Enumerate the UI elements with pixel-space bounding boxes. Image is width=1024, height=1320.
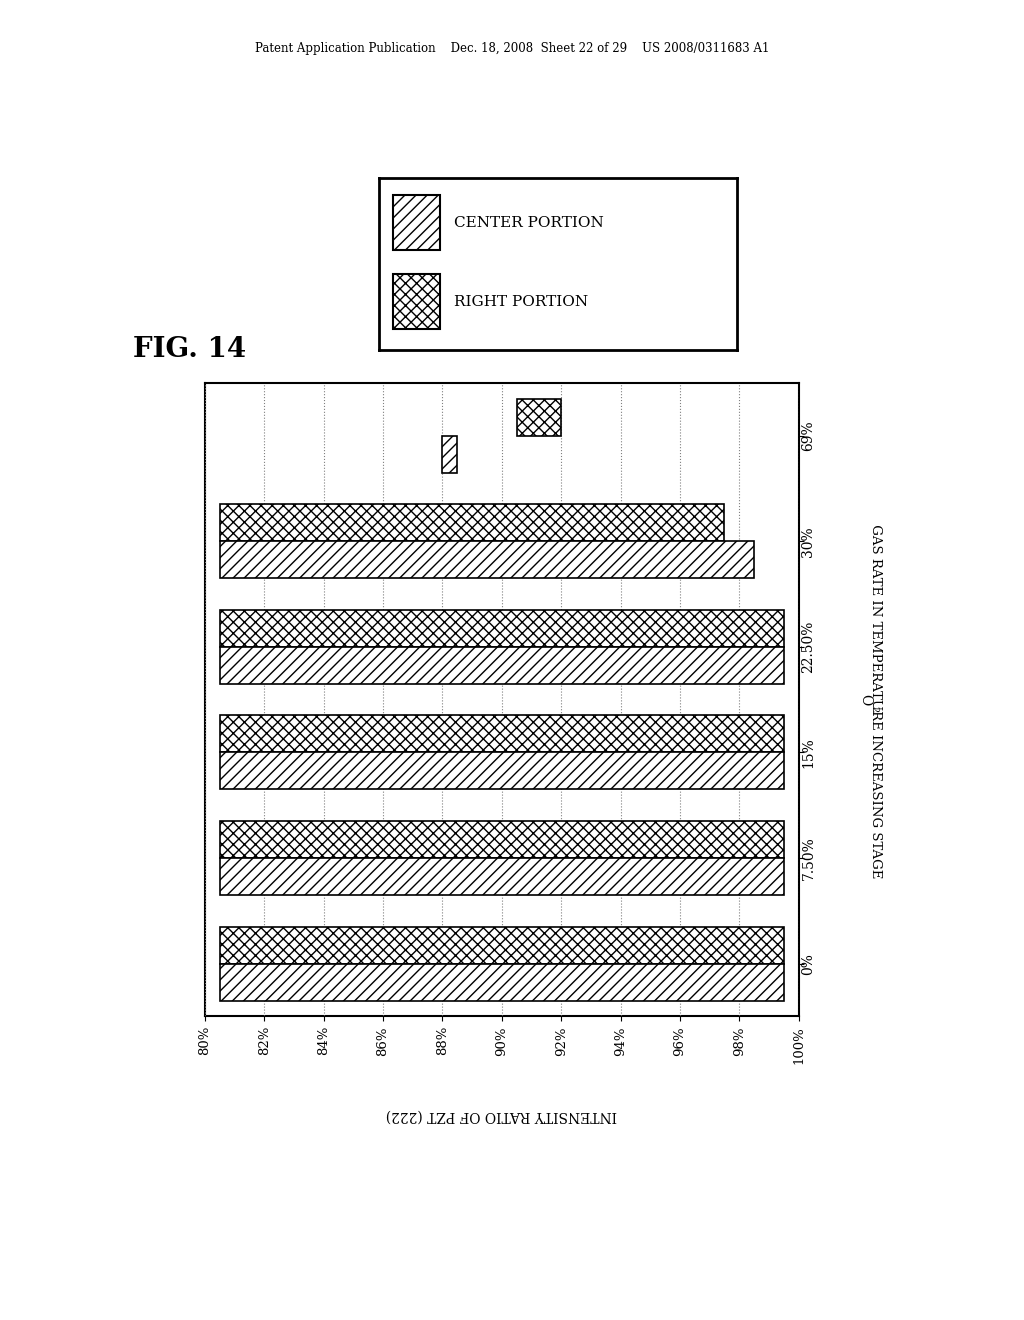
Bar <box>220 964 784 1001</box>
Text: INTENSITY RATIO OF PZT (222): INTENSITY RATIO OF PZT (222) <box>386 1109 617 1122</box>
Bar <box>517 399 561 436</box>
Bar <box>220 821 784 858</box>
Text: Patent Application Publication    Dec. 18, 2008  Sheet 22 of 29    US 2008/03116: Patent Application Publication Dec. 18, … <box>255 42 769 55</box>
Bar <box>220 927 784 964</box>
Bar <box>393 275 440 329</box>
Bar <box>220 715 784 752</box>
Bar <box>220 752 784 789</box>
Bar <box>220 647 784 684</box>
Text: RIGHT PORTION: RIGHT PORTION <box>455 294 588 309</box>
Bar <box>220 541 755 578</box>
Text: O: O <box>858 694 872 705</box>
Bar <box>220 610 784 647</box>
Text: CENTER PORTION: CENTER PORTION <box>455 215 604 230</box>
Bar <box>393 195 440 251</box>
Text: FIG. 14: FIG. 14 <box>133 337 246 363</box>
Bar <box>220 858 784 895</box>
Text: 2: 2 <box>869 706 878 711</box>
Bar <box>442 436 458 473</box>
Text: GAS RATE IN TEMPERATURE INCREASING STAGE: GAS RATE IN TEMPERATURE INCREASING STAGE <box>869 520 882 879</box>
Bar <box>220 504 725 541</box>
